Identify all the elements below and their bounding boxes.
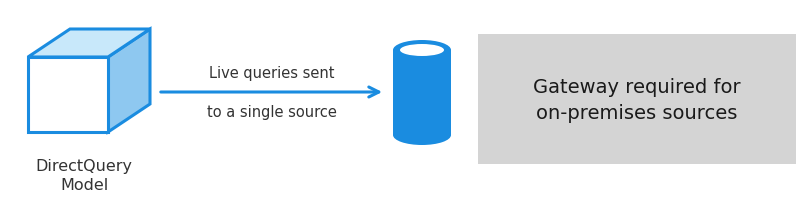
Text: Live queries sent: Live queries sent xyxy=(208,66,335,81)
Polygon shape xyxy=(28,58,108,132)
Ellipse shape xyxy=(393,41,451,61)
Text: Gateway required for: Gateway required for xyxy=(533,78,741,97)
Polygon shape xyxy=(108,30,150,132)
Bar xyxy=(393,51,451,135)
Ellipse shape xyxy=(393,125,451,145)
Text: on-premises sources: on-premises sources xyxy=(537,104,738,123)
Text: to a single source: to a single source xyxy=(207,104,336,119)
Text: DirectQuery
Model: DirectQuery Model xyxy=(36,159,133,192)
Bar xyxy=(478,35,796,164)
Polygon shape xyxy=(28,30,150,58)
Ellipse shape xyxy=(400,45,444,57)
